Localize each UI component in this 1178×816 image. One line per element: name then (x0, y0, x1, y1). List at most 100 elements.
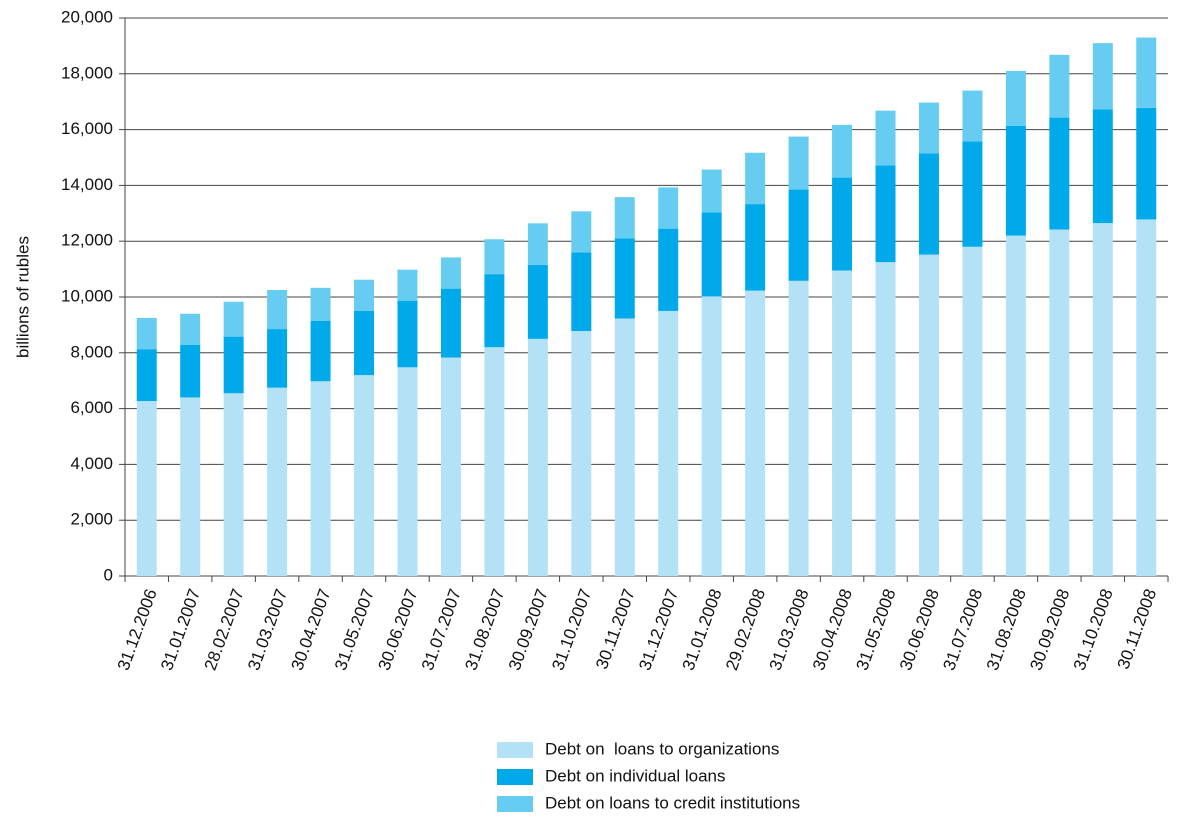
bar-segment (571, 252, 592, 332)
x-tick-label: 31.05.2007 (331, 586, 378, 672)
y-tick-label: 12,000 (61, 231, 113, 250)
bar-segment (918, 153, 939, 255)
bar-segment (440, 357, 461, 576)
y-tick-label: 6,000 (70, 398, 113, 417)
bar-segment (180, 344, 201, 398)
legend-label: Debt on loans to credit institutions (545, 793, 800, 812)
x-tick-label: 31.10.2007 (548, 586, 595, 672)
x-tick-label: 31.10.2008 (1070, 586, 1117, 672)
x-tick-label: 31.12.2006 (114, 586, 161, 672)
bar-segment (745, 152, 766, 205)
bar-segment (962, 90, 983, 142)
legend-swatch (497, 742, 533, 758)
x-tick-label: 31.03.2008 (766, 586, 813, 672)
x-tick-label: 28.02.2007 (201, 586, 248, 672)
bar-segment (571, 331, 592, 576)
bar-segment (658, 187, 679, 229)
y-tick-label: 14,000 (61, 175, 113, 194)
y-tick-label: 10,000 (61, 286, 113, 305)
bar-segment (1005, 71, 1026, 126)
x-tick-label: 31.05.2008 (853, 586, 900, 672)
bar-segment (397, 269, 418, 301)
x-tick-label: 31.12.2007 (635, 586, 682, 672)
bar-segment (745, 204, 766, 291)
x-tick-label: 30.04.2008 (809, 586, 856, 672)
y-tick-label: 8,000 (70, 342, 113, 361)
bar-segment (962, 246, 983, 576)
bar-segment (440, 288, 461, 358)
bar-segment (223, 393, 244, 576)
bar-segment (354, 310, 375, 376)
bar-segment (1049, 54, 1070, 118)
y-tick-label: 4,000 (70, 454, 113, 473)
x-tick-label: 31.01.2008 (679, 586, 726, 672)
bar-segment (223, 336, 244, 394)
x-tick-label: 30.11.2008 (1114, 586, 1161, 671)
bar-segment (658, 228, 679, 311)
bar-segment (701, 212, 722, 297)
bar-segment (875, 165, 896, 263)
bar-segment (484, 239, 505, 275)
bar-segment (180, 313, 201, 345)
x-tick-label: 30.06.2007 (374, 586, 421, 672)
bar-segment (875, 262, 896, 576)
bar-segment (832, 124, 853, 178)
x-tick-label: 30.09.2008 (1026, 586, 1073, 672)
bar-segment (354, 279, 375, 311)
bar-segment (614, 238, 635, 319)
y-tick-label: 0 (104, 565, 113, 584)
bar-segment (484, 274, 505, 348)
x-tick-label: 30.09.2007 (505, 586, 552, 672)
bar-segment (832, 270, 853, 576)
x-tick-label: 31.08.2008 (983, 586, 1030, 672)
x-tick-label: 31.07.2008 (939, 586, 986, 672)
legend-label: Debt on individual loans (545, 766, 726, 785)
bar-segment (527, 338, 548, 576)
bar-segment (832, 177, 853, 271)
legend-swatch (497, 769, 533, 785)
x-tick-label: 29.02.2008 (722, 586, 769, 672)
bar-segment (180, 397, 201, 576)
bar-segment (223, 301, 244, 337)
bar-segment (962, 141, 983, 247)
bar-segment (136, 349, 157, 402)
y-tick-label: 20,000 (61, 7, 113, 26)
bar-segment (1136, 219, 1157, 577)
bar-segment (136, 401, 157, 576)
bar-segment (1136, 37, 1157, 108)
bar-segment (614, 318, 635, 576)
bar-segment (310, 287, 331, 321)
bar-segment (918, 102, 939, 154)
bar-segment (1136, 107, 1157, 220)
bar-segment (701, 296, 722, 576)
bar-segment (527, 264, 548, 339)
x-tick-label: 30.06.2008 (896, 586, 943, 672)
bar-segment (397, 367, 418, 576)
bar-segment (701, 169, 722, 213)
x-tick-label: 30.11.2007 (592, 586, 639, 671)
bar-segment (1092, 109, 1113, 224)
bar-segment (1092, 223, 1113, 576)
x-tick-label: 30.04.2007 (288, 586, 335, 672)
x-tick-label: 31.08.2007 (461, 586, 508, 672)
bar-segment (918, 254, 939, 577)
legend-label: Debt on loans to organizations (545, 739, 779, 758)
y-tick-label: 2,000 (70, 510, 113, 529)
bar-segment (1049, 117, 1070, 230)
x-tick-label: 31.01.2007 (157, 586, 204, 672)
bar-segment (440, 257, 461, 289)
bar-segment (354, 375, 375, 576)
y-tick-label: 18,000 (61, 63, 113, 82)
bar-segment (875, 110, 896, 166)
bar-segment (788, 280, 809, 576)
bar-segment (527, 223, 548, 265)
bar-segment (1049, 229, 1070, 576)
bar-segment (484, 347, 505, 576)
bar-segment (310, 381, 331, 576)
y-axis-label: billions of rubles (13, 236, 32, 358)
bar-segment (397, 300, 418, 368)
bar-segment (788, 136, 809, 190)
bar-segment (1092, 43, 1113, 110)
bar-segment (658, 310, 679, 576)
